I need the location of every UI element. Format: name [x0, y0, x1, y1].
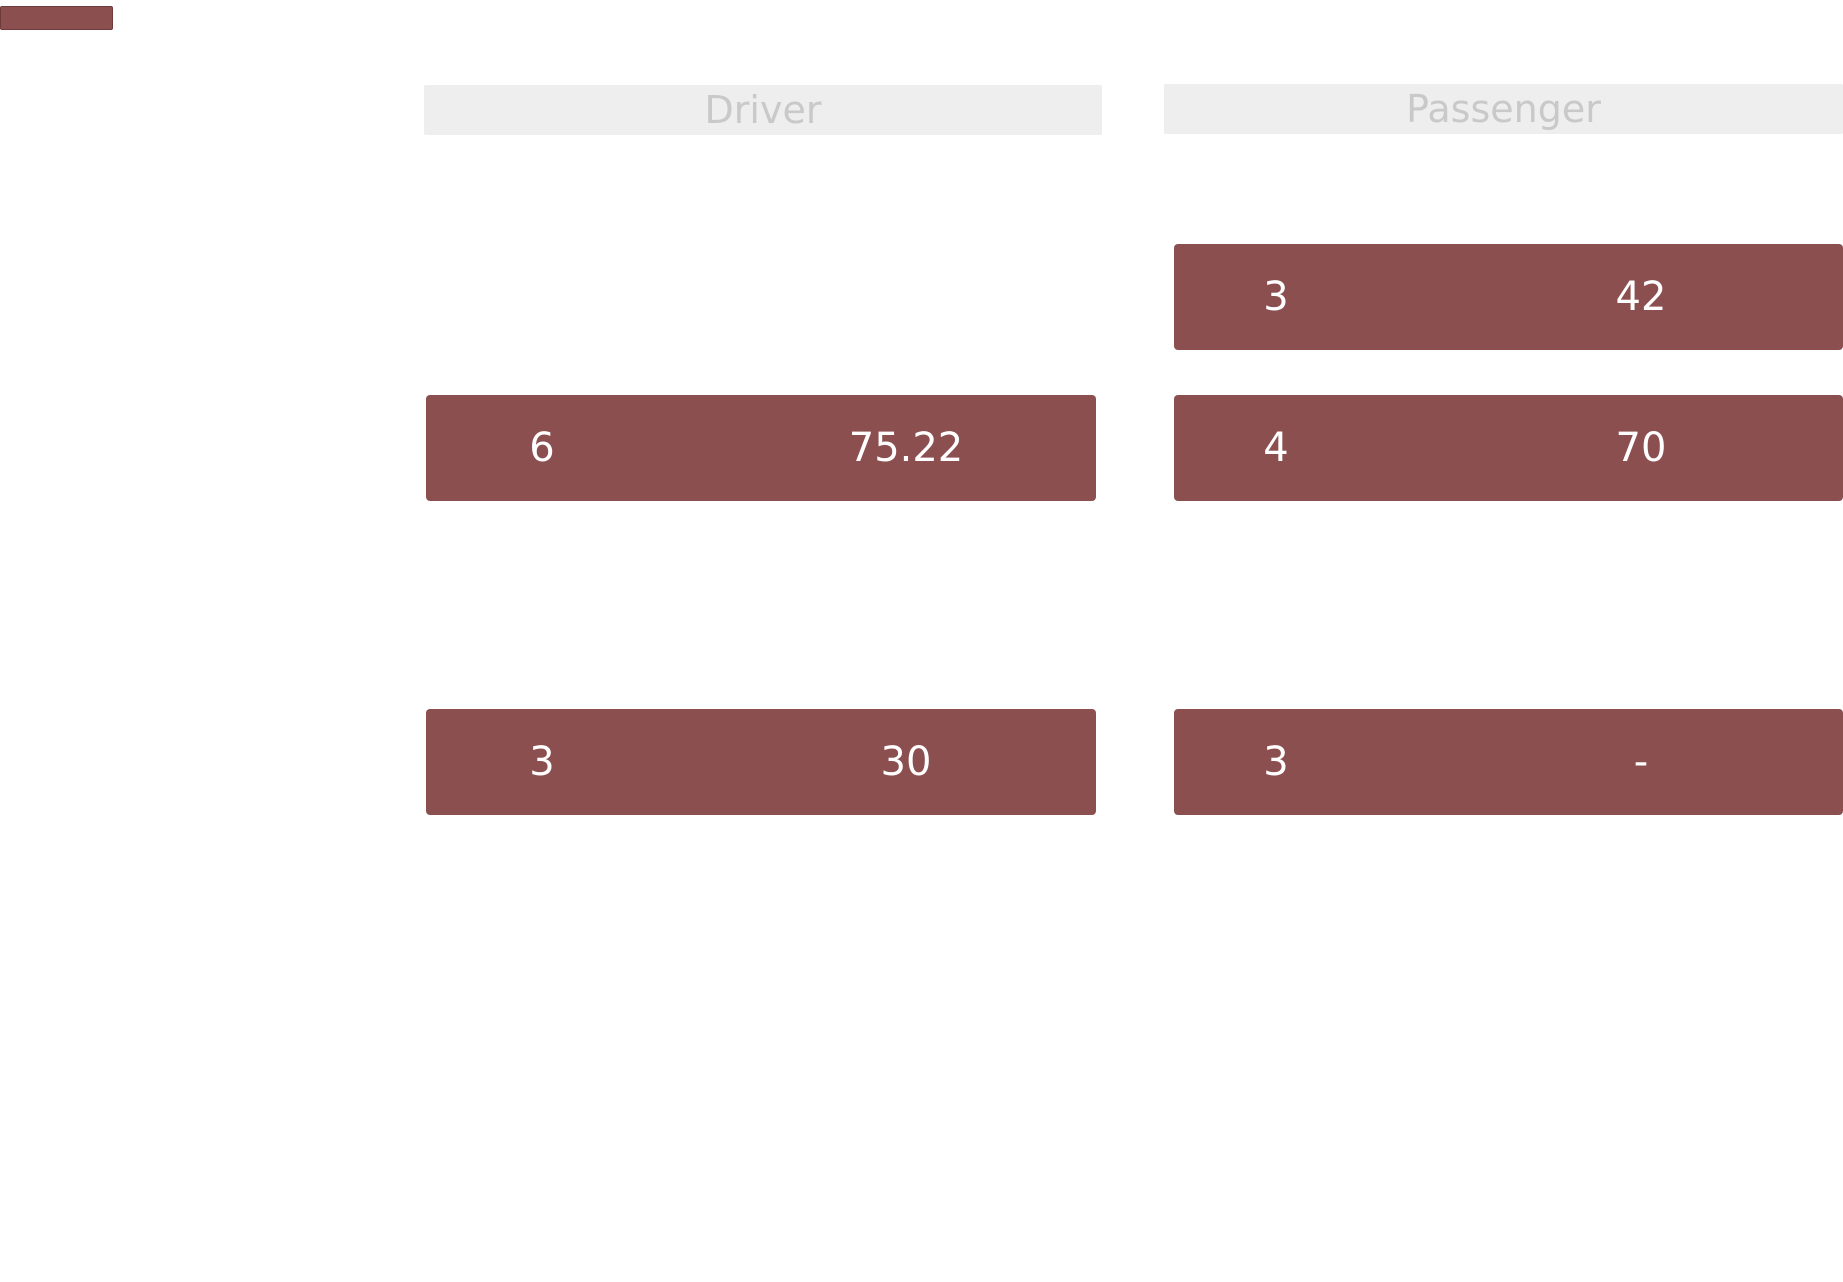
cell-amount: 42	[1615, 274, 1667, 320]
cell-row-1-passenger[interactable]: 3 42	[1174, 244, 1843, 350]
column-header-driver: Driver	[424, 85, 1102, 135]
cell-count: 4	[1263, 425, 1289, 471]
cell-count: 3	[529, 739, 555, 785]
cell-count: 3	[1263, 274, 1289, 320]
cell-row-2-driver[interactable]: 6 75.22	[426, 395, 1096, 501]
cell-amount: 30	[880, 739, 932, 785]
cell-amount: 75.22	[848, 425, 964, 471]
cell-count: 6	[529, 425, 555, 471]
legend-swatch	[0, 6, 113, 30]
column-header-passenger: Passenger	[1164, 84, 1843, 134]
cell-amount: -	[1633, 739, 1649, 785]
cell-count: 3	[1263, 739, 1289, 785]
cell-row-2-passenger[interactable]: 4 70	[1174, 395, 1843, 501]
cell-row-3-passenger[interactable]: 3 -	[1174, 709, 1843, 815]
cell-row-3-driver[interactable]: 3 30	[426, 709, 1096, 815]
cell-amount: 70	[1615, 425, 1667, 471]
